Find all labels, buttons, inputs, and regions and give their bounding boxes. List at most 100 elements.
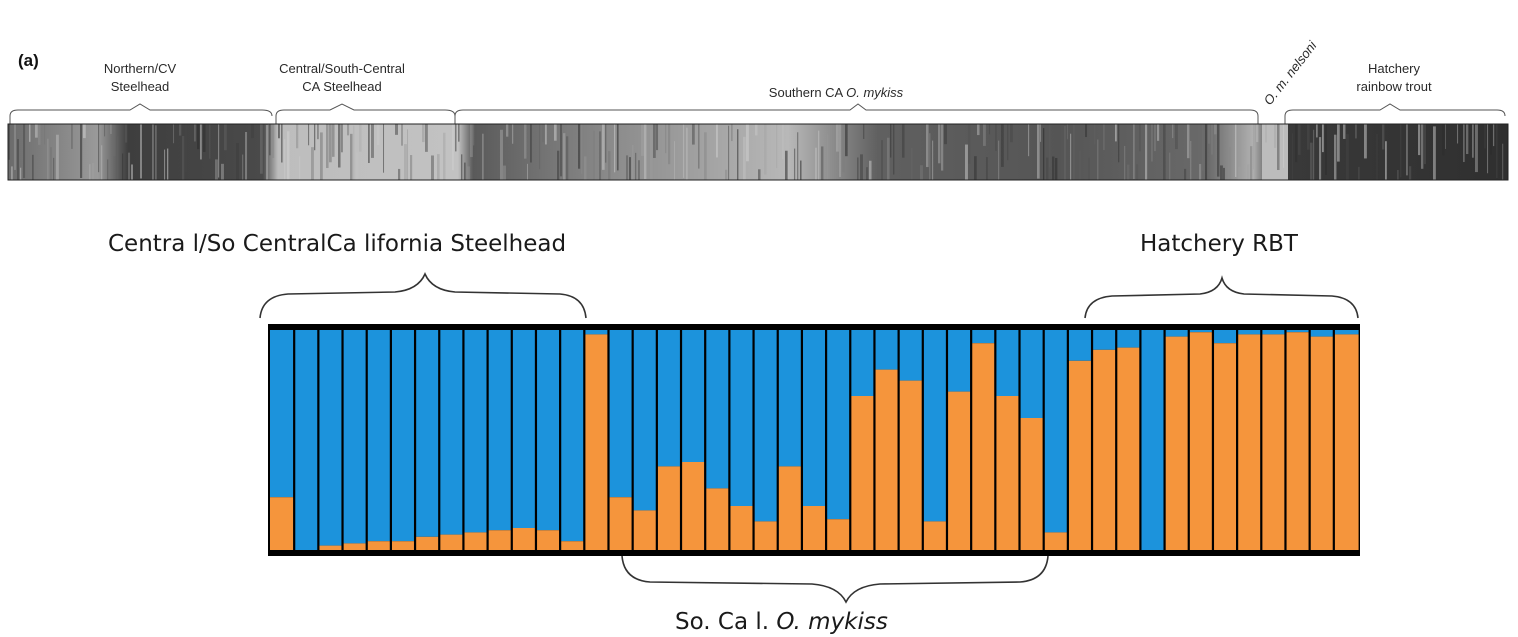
gray-streak <box>1457 124 1459 144</box>
bar-orange-14 <box>608 497 634 550</box>
gray-streak <box>281 124 283 163</box>
gray-streak <box>581 124 583 174</box>
bar-orange-13 <box>584 334 610 550</box>
gray-streak <box>197 124 200 150</box>
bar-blue-29 <box>971 330 996 344</box>
gray-streak <box>410 155 413 180</box>
bar-orange-8 <box>463 532 489 550</box>
gray-streak <box>1217 124 1220 177</box>
bar-blue-30 <box>995 330 1021 396</box>
gray-streak <box>1145 124 1148 180</box>
gray-streak <box>92 162 95 180</box>
plot-bottom-border <box>268 550 1360 556</box>
bar-orange-29 <box>971 343 996 550</box>
bar-blue-39 <box>1212 330 1238 344</box>
gray-streak <box>56 134 59 180</box>
gray-streak <box>1406 124 1408 176</box>
bar-blue-3 <box>342 330 368 544</box>
gray-streak <box>29 124 31 142</box>
bar-orange-40 <box>1237 334 1262 550</box>
gray-streak <box>608 151 611 180</box>
bar-blue-22 <box>801 330 827 506</box>
bar-orange-38 <box>1188 332 1214 550</box>
gray-streak <box>797 132 799 180</box>
gray-streak <box>782 124 784 160</box>
bracket-central <box>275 103 456 124</box>
bar-blue-43 <box>1309 330 1335 337</box>
gray-streak <box>311 147 314 180</box>
gray-streak <box>1322 124 1324 153</box>
gray-streak <box>758 169 761 180</box>
gray-streak <box>1316 124 1318 138</box>
gray-streak <box>728 125 730 180</box>
gray-streak <box>17 139 19 180</box>
gray-streak <box>626 155 629 180</box>
bracket-southern <box>454 103 1259 124</box>
gray-streak <box>545 124 547 145</box>
bar-orange-4 <box>366 541 392 550</box>
gray-streak <box>1172 124 1174 139</box>
gray-streak <box>563 133 566 180</box>
gray-streak <box>398 168 401 180</box>
gray-streak <box>815 147 817 180</box>
gray-streak <box>599 131 602 180</box>
bar-blue-36 <box>1140 330 1166 550</box>
gray-streak <box>437 154 440 180</box>
gray-streak <box>53 157 55 180</box>
gray-streak <box>1256 124 1259 143</box>
gray-streak <box>113 124 116 156</box>
bar-orange-32 <box>1043 532 1069 550</box>
bar-blue-38 <box>1188 330 1214 333</box>
gray-streak <box>617 124 619 171</box>
gray-streak <box>1313 129 1315 180</box>
gray-streak <box>1073 124 1075 180</box>
gray-streak <box>1079 150 1082 180</box>
gray-streak <box>155 125 157 180</box>
gray-streak <box>467 166 470 180</box>
gray-streak <box>464 162 466 180</box>
gray-streak <box>269 124 271 156</box>
bar-blue-35 <box>1116 330 1141 348</box>
gray-streak <box>35 124 38 138</box>
bar-blue-27 <box>922 330 948 522</box>
gray-streak <box>1202 124 1204 171</box>
bar-blue-2 <box>318 330 344 546</box>
gray-streak <box>1223 167 1225 180</box>
gray-streak <box>902 124 905 158</box>
gray-streak <box>1418 124 1421 156</box>
gray-streak <box>698 124 700 169</box>
gray-streak <box>383 124 385 173</box>
gray-streak <box>842 124 845 173</box>
gray-streak <box>203 124 206 152</box>
gray-streak <box>1250 146 1253 180</box>
gray-streak <box>968 124 971 164</box>
bar-blue-23 <box>826 330 851 520</box>
gray-streak <box>11 166 13 180</box>
bar-blue-1 <box>294 330 319 550</box>
gray-streak <box>974 156 977 180</box>
gray-streak <box>1139 124 1141 152</box>
gray-streak <box>1277 124 1280 171</box>
gray-streak <box>404 144 407 180</box>
gray-streak <box>1043 128 1045 180</box>
bar-orange-3 <box>342 543 368 550</box>
gray-streak <box>329 124 332 163</box>
gray-streak <box>1496 124 1498 179</box>
gray-streak <box>1274 124 1277 148</box>
bar-blue-6 <box>415 330 440 537</box>
gray-streak <box>284 139 286 180</box>
bar-blue-26 <box>898 330 924 381</box>
gray-streak <box>1346 134 1349 180</box>
gray-streak <box>1247 164 1250 180</box>
group-label-central-line1: Central/South-Central <box>279 61 405 76</box>
gray-streak <box>1103 124 1105 151</box>
grayscale-strip-texture <box>8 124 1504 180</box>
gray-streak <box>116 136 119 180</box>
gray-streak <box>932 140 934 180</box>
gray-streak <box>1010 124 1013 143</box>
gray-streak <box>194 124 196 142</box>
bar-orange-21 <box>777 466 803 550</box>
gray-streak <box>944 124 947 145</box>
group-label-hatchery-line1: Hatchery <box>1368 61 1421 76</box>
gray-streak <box>224 124 227 151</box>
